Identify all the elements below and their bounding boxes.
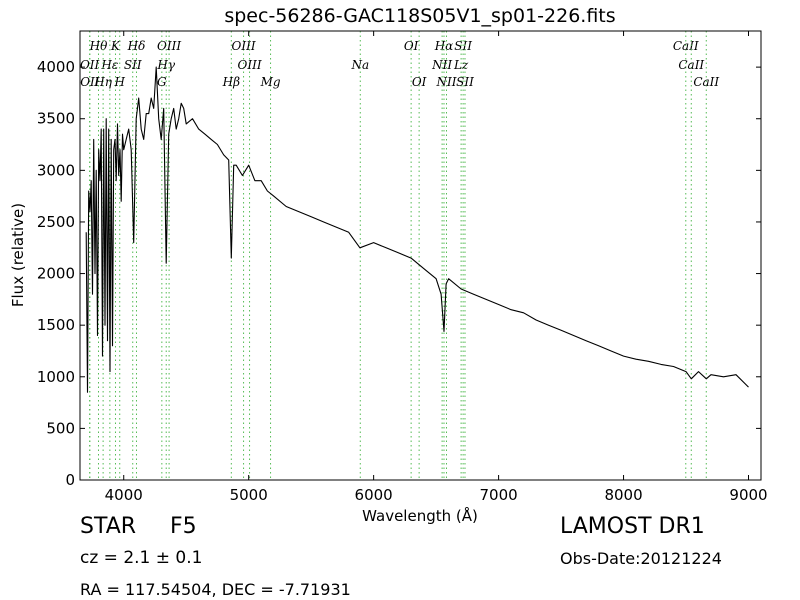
- line-marker-label: Hδ: [127, 39, 146, 53]
- survey-name: LAMOST DR1: [560, 514, 705, 539]
- line-marker-label: NII: [435, 75, 456, 89]
- line-marker-label: OII: [80, 58, 100, 72]
- object-class: STAR: [80, 514, 137, 539]
- line-marker-label: Mg: [260, 75, 281, 89]
- y-tick-label: 4000: [37, 58, 75, 76]
- y-tick-label: 1000: [37, 368, 75, 386]
- line-marker-label: OIII: [238, 58, 262, 72]
- x-tick-label: 9000: [729, 486, 767, 504]
- line-marker-label: OIII: [232, 39, 256, 53]
- line-marker-label: Hε: [100, 58, 118, 72]
- line-marker-label: CaII: [693, 75, 719, 89]
- axis-ticks: 4000 5000 6000 7000 8000 9000 0 500 1000 1500 2000…: [37, 31, 768, 504]
- x-axis-label: Wavelength (Å): [362, 506, 478, 525]
- line-marker-label: Hγ: [156, 58, 175, 72]
- object-subclass: F5: [170, 514, 197, 539]
- line-marker-label: CaII: [673, 39, 699, 53]
- x-tick-label: 4000: [105, 486, 143, 504]
- y-axis-label: Flux (relative): [9, 203, 27, 307]
- y-tick-label: 500: [46, 419, 75, 437]
- line-marker-label: OII: [80, 75, 100, 89]
- line-marker-label: SII: [124, 58, 142, 72]
- line-marker-label: Hβ: [222, 75, 240, 89]
- line-marker-label: Hα: [434, 39, 454, 53]
- line-marker-label: Hη: [93, 75, 112, 89]
- line-marker-label: OI: [412, 75, 427, 89]
- line-marker-label: K: [110, 39, 121, 53]
- y-tick-label: 1500: [37, 316, 75, 334]
- y-tick-label: 3500: [37, 110, 75, 128]
- redshift-value: cz = 2.1 ± 0.1: [80, 548, 203, 568]
- line-marker-label: Hθ: [89, 39, 108, 53]
- line-marker-label: SII: [454, 39, 472, 53]
- spectrum-line-layer: [85, 66, 749, 393]
- x-tick-label: 8000: [604, 486, 642, 504]
- plot-frame: [79, 30, 762, 481]
- line-marker-label: SII: [456, 75, 474, 89]
- line-marker-label: G: [157, 75, 167, 89]
- line-marker-label: OIII: [157, 39, 181, 53]
- line-marker-label: OI: [404, 39, 419, 53]
- x-tick-label: 6000: [355, 486, 393, 504]
- line-marker-label: Lz: [453, 58, 469, 72]
- observation-date: Obs-Date:20121224: [560, 549, 722, 568]
- x-tick-label: 5000: [230, 486, 268, 504]
- spectrum-line: [85, 66, 749, 393]
- line-marker-label: Na: [350, 58, 369, 72]
- line-marker-label: CaII: [678, 58, 704, 72]
- line-marker-label: H: [114, 75, 126, 89]
- line-marker-label: NII: [431, 58, 452, 72]
- y-tick-label: 2500: [37, 213, 75, 231]
- coordinates: RA = 117.54504, DEC = -7.71931: [80, 580, 351, 599]
- chart-title: spec-56286-GAC118S05V1_sp01-226.fits: [224, 5, 616, 27]
- y-tick-label: 3000: [37, 161, 75, 179]
- y-tick-label: 0: [65, 471, 75, 489]
- y-tick-label: 2000: [37, 265, 75, 283]
- x-tick-label: 7000: [480, 486, 518, 504]
